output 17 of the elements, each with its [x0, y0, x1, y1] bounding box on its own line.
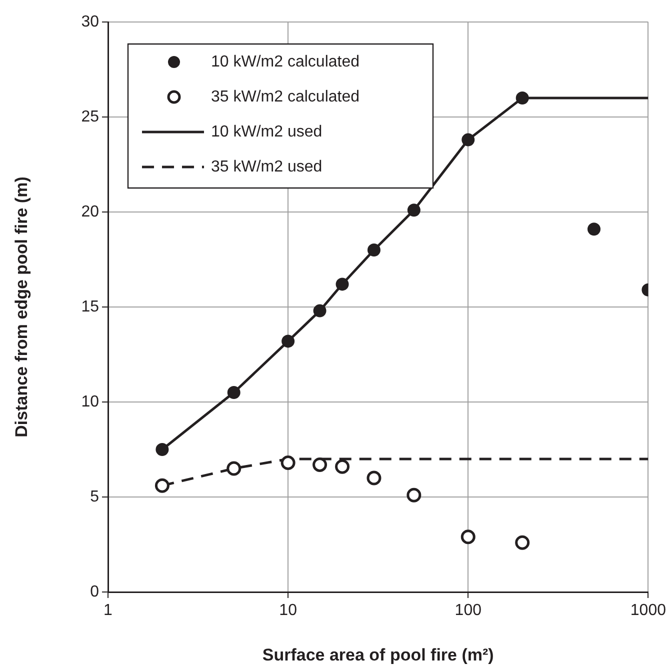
- x-tick-label: 1: [104, 602, 113, 620]
- y-axis-title: Distance from edge pool fire (m): [12, 176, 31, 438]
- legend-label: 35 kW/m2 calculated: [211, 88, 360, 106]
- x-tick-label: 10: [279, 602, 298, 620]
- y-tick-label: 10: [81, 393, 100, 410]
- x-tick-label: 1000: [630, 602, 666, 620]
- legend-label: 10 kW/m2 used: [211, 123, 322, 140]
- x-axis-title: Surface area of pool fire (m²): [262, 645, 494, 664]
- legend-label: 35 kW/m2 used: [211, 158, 322, 176]
- y-tick-label: 15: [81, 298, 100, 316]
- y-tick-label: 20: [81, 203, 100, 220]
- y-tick-label: 25: [81, 108, 100, 126]
- x-tick-label: 100: [454, 602, 482, 620]
- legend-label: 10 kW/m2 calculated: [211, 53, 360, 70]
- y-tick-label: 0: [90, 583, 100, 600]
- y-tick-label: 5: [90, 488, 100, 506]
- y-tick-label: 30: [81, 13, 100, 30]
